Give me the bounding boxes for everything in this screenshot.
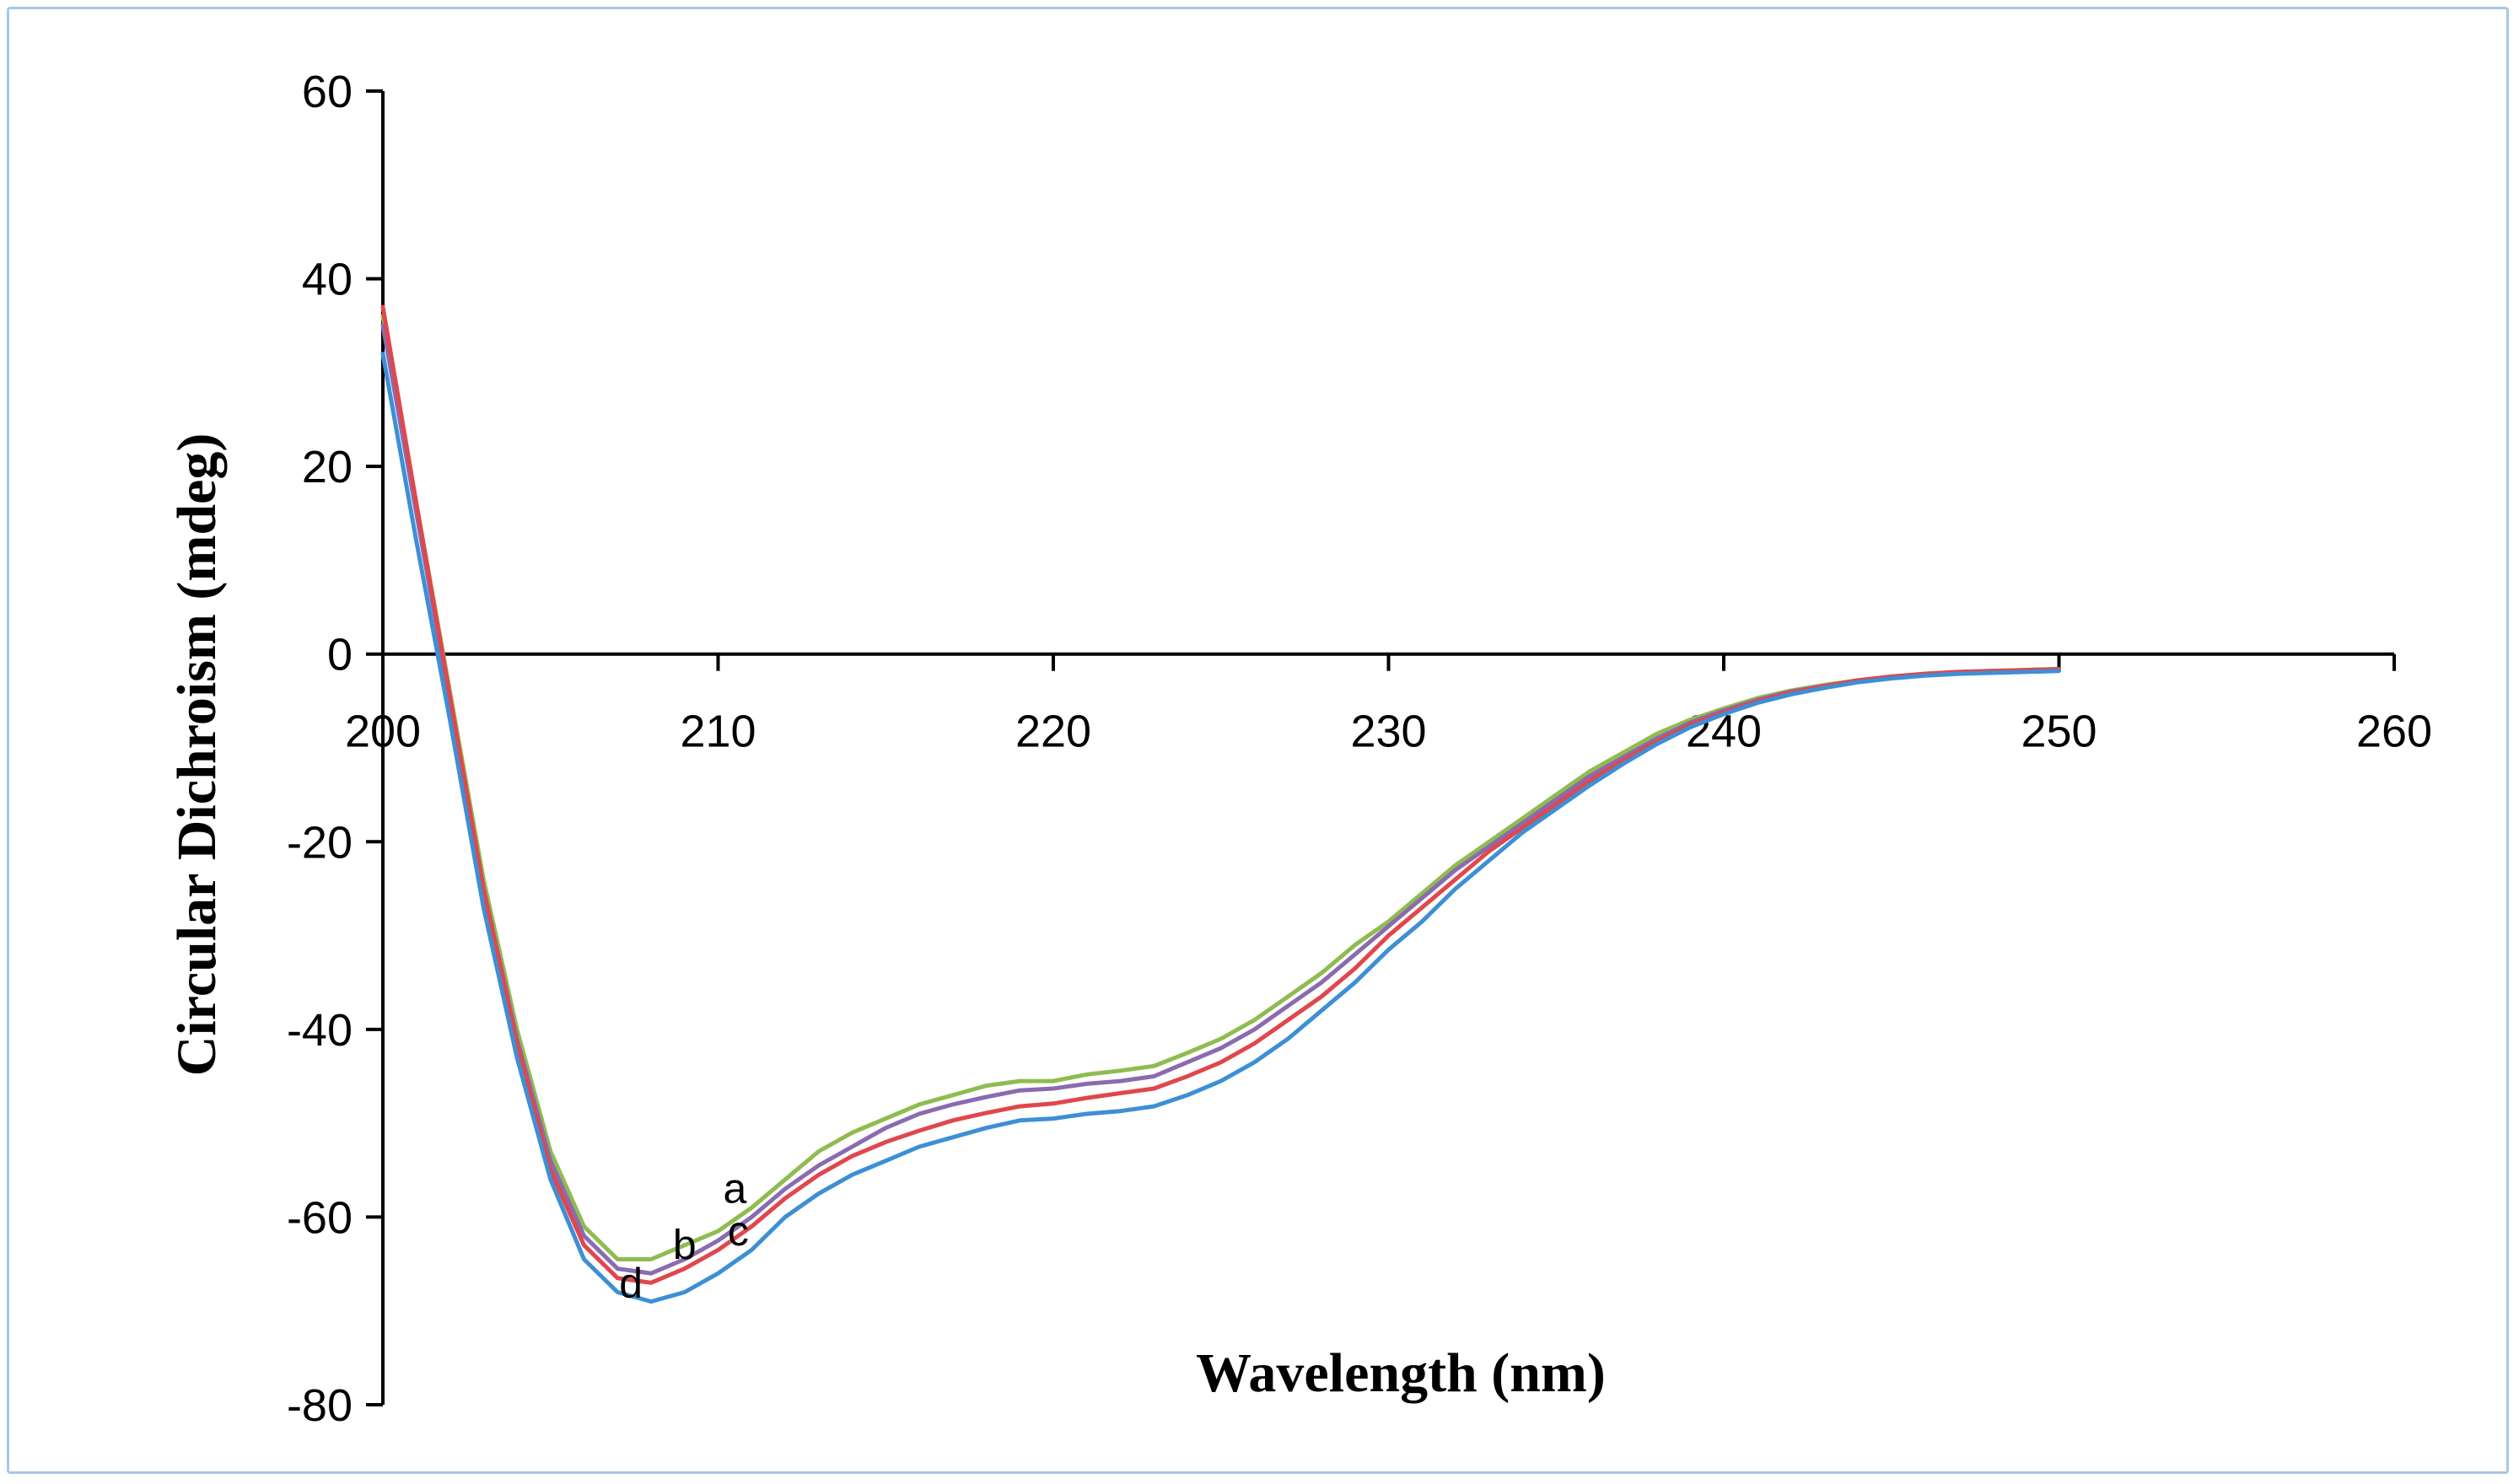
series-layer — [380, 304, 2061, 1304]
curve-label-a: a — [723, 1165, 746, 1212]
y-tick-label: -20 — [287, 817, 353, 868]
y-tick-label: -80 — [287, 1380, 353, 1431]
x-tick-label: 200 — [345, 707, 421, 757]
curve-label-d: d — [619, 1260, 643, 1307]
y-tick-label: -60 — [287, 1192, 353, 1243]
y-tick-label: -40 — [287, 1005, 353, 1056]
x-tick-label: 210 — [680, 707, 756, 757]
annotation-layer: ab c d — [619, 1165, 749, 1307]
series-line-d — [380, 352, 2061, 1304]
series-line-b — [380, 323, 2061, 1276]
x-axis-title: Wavelength (nm) — [1196, 1342, 1606, 1404]
series-line-a — [380, 314, 2061, 1261]
y-tick-label: 60 — [302, 67, 353, 117]
x-tick-label: 260 — [2356, 707, 2432, 757]
chart-frame — [7, 7, 2509, 1474]
curve-label-b: b — [673, 1222, 697, 1269]
x-tick-label: 230 — [1350, 707, 1426, 757]
y-tick-label: 0 — [327, 630, 353, 680]
y-axis-title: Circular Dichroism (mdeg) — [166, 433, 228, 1077]
x-tick-label: 220 — [1015, 707, 1091, 757]
x-axis: 200 210 220 230 240 250 260 — [345, 652, 2432, 757]
y-tick-label: 40 — [302, 255, 353, 305]
curve-label-c: c — [728, 1207, 749, 1255]
series-line-c — [380, 304, 2061, 1285]
y-tick-label: 20 — [302, 442, 353, 492]
x-tick-label: 250 — [2021, 707, 2096, 757]
